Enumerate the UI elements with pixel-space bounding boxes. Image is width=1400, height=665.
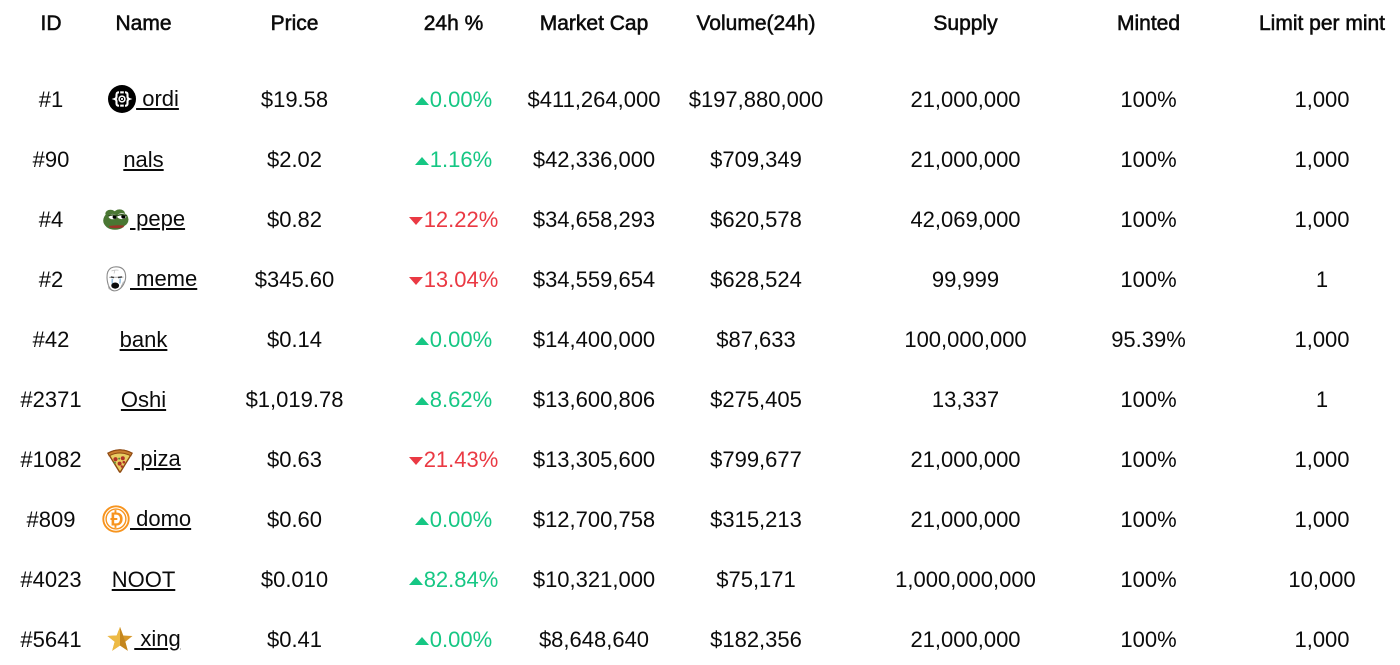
svg-text:Đ: Đ — [110, 509, 123, 529]
